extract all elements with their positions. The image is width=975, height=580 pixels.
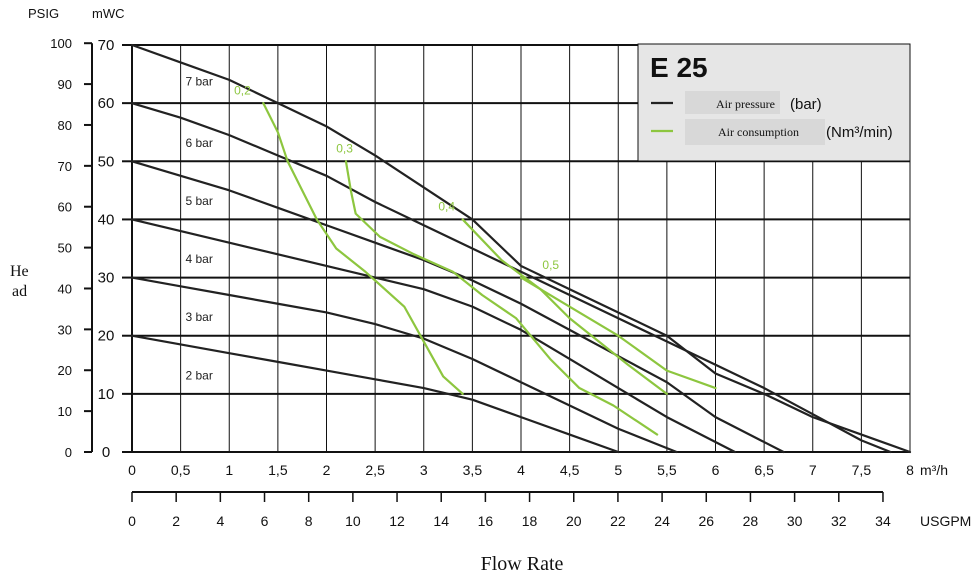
psig-tick-label: 60 (58, 200, 72, 215)
usgpm-tick-label: 24 (654, 513, 670, 529)
usgpm-tick-label: 14 (433, 513, 449, 529)
psig-tick-label: 80 (58, 118, 72, 133)
psig-tick-label: 100 (50, 36, 72, 51)
m3h-tick-label: 6 (712, 462, 720, 478)
air-pressure-curve (132, 278, 677, 452)
psig-tick-label: 90 (58, 77, 72, 92)
usgpm-tick-label: 10 (345, 513, 361, 529)
air-consumption-label: 0,3 (336, 142, 353, 156)
x-axis-label: Flow Rate (481, 553, 564, 575)
m3h-tick-label: 3 (420, 462, 428, 478)
m3h-tick-label: 1 (225, 462, 233, 478)
usgpm-tick-label: 2 (172, 513, 180, 529)
psig-tick-label: 40 (58, 281, 72, 296)
y-axis-label-line2: ad (12, 283, 27, 300)
usgpm-tick-label: 22 (610, 513, 626, 529)
m3h-tick-label: 3,5 (463, 462, 483, 478)
usgpm-tick-label: 30 (787, 513, 803, 529)
psig-tick-label: 70 (58, 159, 72, 174)
air-pressure-label: 6 bar (185, 136, 212, 150)
bottom-unit-m3h: m³/h (920, 462, 948, 478)
m3h-tick-label: 2,5 (365, 462, 385, 478)
air-consumption-curve (263, 103, 462, 394)
m3h-tick-label: 0 (128, 462, 136, 478)
usgpm-tick-label: 12 (389, 513, 405, 529)
usgpm-tick-label: 18 (522, 513, 538, 529)
air-pressure-label: 3 bar (185, 310, 212, 324)
air-consumption-curve (463, 219, 667, 393)
left-unit-mwc: mWC (92, 6, 125, 21)
mwc-tick-label: 70 (98, 37, 115, 54)
mwc-tick-label: 50 (98, 153, 115, 170)
air-pressure-label: 4 bar (185, 252, 212, 266)
mwc-tick-label: 60 (98, 95, 115, 112)
m3h-tick-label: 5 (614, 462, 622, 478)
usgpm-tick-label: 16 (478, 513, 494, 529)
m3h-tick-label: 1,5 (268, 462, 288, 478)
usgpm-tick-label: 34 (875, 513, 891, 529)
bottom-unit-usgpm: USGPM (920, 513, 971, 529)
mwc-tick-label: 40 (98, 211, 115, 228)
m3h-tick-label: 7 (809, 462, 817, 478)
m3h-tick-label: 0,5 (171, 462, 191, 478)
legend-air-consumption-label: Air consumption (718, 125, 799, 139)
usgpm-tick-label: 6 (261, 513, 269, 529)
m3h-tick-label: 4 (517, 462, 525, 478)
air-pressure-label: 7 bar (185, 75, 212, 89)
psig-tick-label: 10 (58, 404, 72, 419)
left-unit-psig: PSIG (28, 6, 59, 21)
air-pressure-label: 5 bar (185, 194, 212, 208)
psig-tick-label: 0 (65, 445, 72, 460)
psig-tick-label: 30 (58, 322, 72, 337)
mwc-tick-label: 20 (98, 328, 115, 345)
m3h-tick-label: 6,5 (754, 462, 774, 478)
y-axis-label-line1: He (10, 263, 29, 280)
mwc-tick-label: 10 (98, 386, 115, 403)
m3h-tick-label: 7,5 (852, 462, 872, 478)
air-pressure-label: 2 bar (185, 368, 212, 382)
usgpm-tick-label: 4 (216, 513, 224, 529)
legend-air-pressure-unit: (bar) (790, 96, 822, 113)
legend-air-pressure-label: Air pressure (716, 97, 775, 111)
air-consumption-label: 0,5 (542, 258, 559, 272)
psig-tick-label: 20 (58, 363, 72, 378)
usgpm-tick-label: 8 (305, 513, 313, 529)
usgpm-tick-label: 20 (566, 513, 582, 529)
m3h-tick-label: 5,5 (657, 462, 677, 478)
m3h-tick-label: 8 (906, 462, 914, 478)
m3h-tick-label: 4,5 (560, 462, 580, 478)
m3h-tick-label: 2 (323, 462, 331, 478)
usgpm-tick-label: 28 (743, 513, 759, 529)
legend-title: E 25 (650, 52, 708, 83)
legend-air-consumption-unit: (Nm³/min) (826, 124, 893, 141)
usgpm-tick-label: 32 (831, 513, 847, 529)
usgpm-tick-label: 0 (128, 513, 136, 529)
air-consumption-label: 0,4 (438, 200, 455, 214)
mwc-tick-label: 30 (98, 270, 115, 287)
legend-box: E 25 Air pressure (bar) Air consumption … (638, 44, 910, 161)
usgpm-tick-label: 26 (698, 513, 714, 529)
air-consumption-label: 0,2 (234, 83, 251, 97)
psig-tick-label: 50 (58, 241, 72, 256)
mwc-tick-label: 0 (102, 444, 110, 461)
